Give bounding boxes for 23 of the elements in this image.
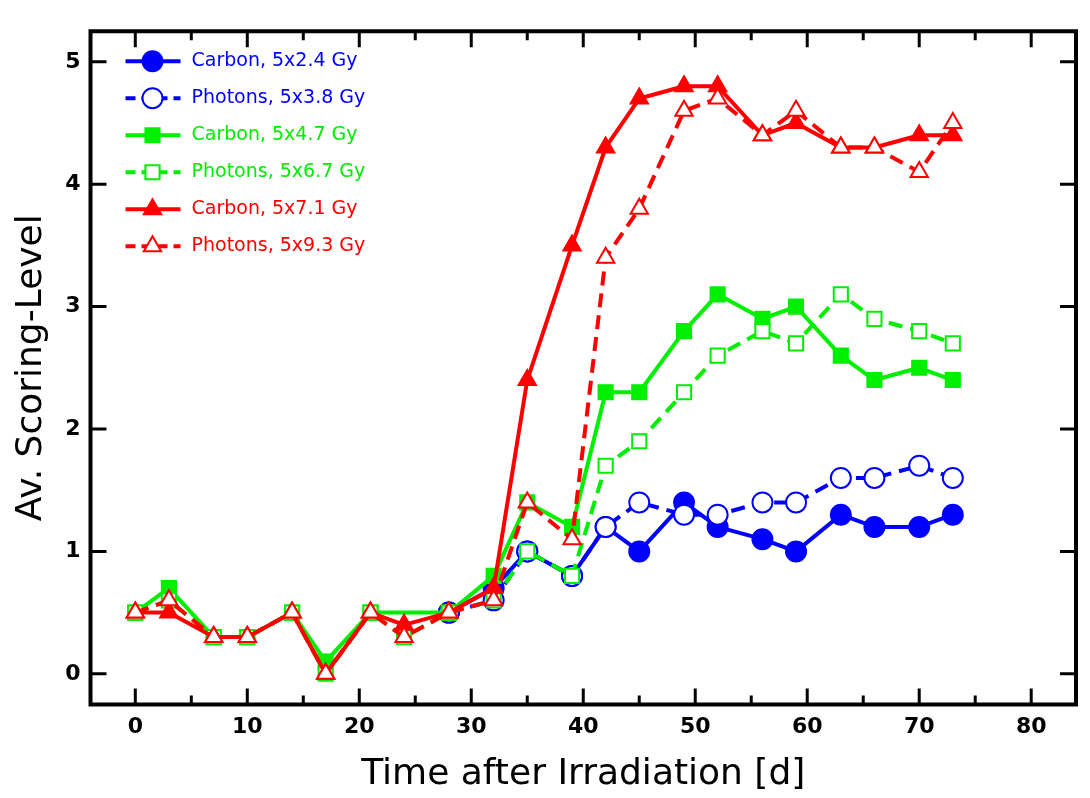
x-tick-label: 60 bbox=[791, 713, 823, 739]
legend-label: Photons, 5x6.7 Gy bbox=[191, 159, 366, 182]
x-tick-label: 40 bbox=[567, 713, 599, 739]
y-tick-label: 0 bbox=[65, 659, 81, 685]
x-tick-label: 70 bbox=[903, 713, 935, 739]
x-tick-label: 0 bbox=[127, 713, 143, 739]
legend-label: Carbon, 5x2.4 Gy bbox=[191, 48, 358, 71]
y-tick-label: 2 bbox=[65, 414, 81, 440]
x-tick-label: 50 bbox=[679, 713, 711, 739]
x-axis-title: Time after Irradiation [d] bbox=[360, 750, 806, 792]
legend-label: Photons, 5x9.3 Gy bbox=[191, 233, 366, 256]
x-tick-label: 10 bbox=[231, 713, 263, 739]
y-tick-label: 4 bbox=[65, 169, 81, 195]
legend-label: Carbon, 5x4.7 Gy bbox=[191, 122, 358, 145]
legend-label: Carbon, 5x7.1 Gy bbox=[191, 196, 358, 219]
x-tick-label: 80 bbox=[1015, 713, 1047, 739]
legend-label: Photons, 5x3.8 Gy bbox=[191, 85, 366, 108]
y-tick-label: 5 bbox=[65, 47, 81, 73]
x-tick-label: 20 bbox=[343, 713, 375, 739]
y-tick-label: 1 bbox=[65, 537, 81, 563]
y-axis-title: Av. Scoring-Level bbox=[7, 214, 49, 522]
x-tick-label: 30 bbox=[455, 713, 487, 739]
y-tick-label: 3 bbox=[65, 292, 81, 318]
